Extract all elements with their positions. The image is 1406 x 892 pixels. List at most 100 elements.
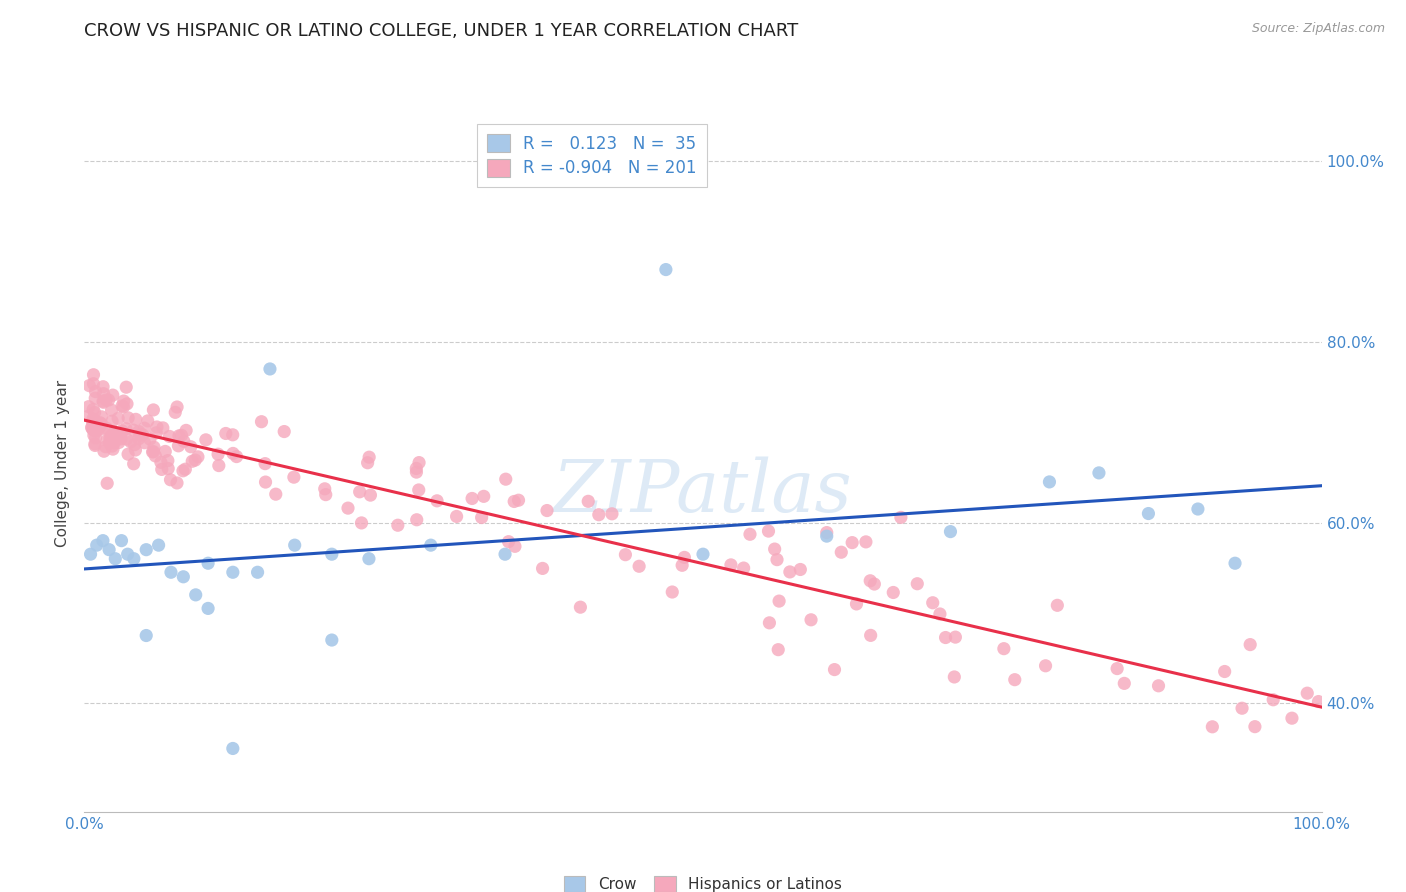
Point [156, 453, 179, 467]
Point [943, 670, 966, 684]
Point [1281, 711, 1303, 725]
Point [136, 414, 159, 428]
Point [197, 556, 219, 570]
Point [149, 455, 172, 469]
Point [115, 380, 138, 394]
Point [498, 534, 520, 549]
Point [1004, 673, 1026, 687]
Point [134, 435, 156, 450]
Point [77, 409, 100, 424]
Point [174, 462, 197, 476]
Point [125, 412, 148, 426]
Point [83, 413, 105, 427]
Point [259, 362, 281, 376]
Point [110, 533, 132, 548]
Point [184, 453, 207, 467]
Point [283, 470, 305, 484]
Point [124, 438, 146, 452]
Point [855, 534, 877, 549]
Point [117, 547, 139, 561]
Point [172, 464, 194, 478]
Point [800, 613, 823, 627]
Point [208, 458, 231, 473]
Point [159, 473, 181, 487]
Point [824, 663, 846, 677]
Point [1263, 692, 1285, 706]
Point [1137, 507, 1160, 521]
Point [101, 442, 124, 457]
Point [82, 376, 104, 391]
Point [91, 380, 114, 394]
Point [408, 456, 430, 470]
Point [139, 432, 162, 446]
Point [905, 576, 928, 591]
Point [142, 444, 165, 458]
Point [733, 561, 755, 575]
Point [84, 384, 107, 399]
Point [671, 558, 693, 573]
Point [155, 444, 177, 458]
Point [83, 423, 105, 437]
Point [101, 439, 124, 453]
Point [461, 491, 484, 506]
Point [142, 445, 165, 459]
Point [135, 542, 157, 557]
Point [110, 426, 132, 441]
Point [135, 628, 157, 642]
Point [145, 425, 167, 440]
Point [314, 482, 336, 496]
Point [815, 529, 838, 543]
Point [82, 412, 104, 426]
Point [254, 475, 277, 489]
Point [96, 421, 118, 435]
Point [426, 493, 449, 508]
Point [128, 425, 150, 439]
Point [111, 424, 134, 438]
Point [160, 566, 183, 580]
Y-axis label: College, Under 1 year: College, Under 1 year [55, 380, 70, 548]
Point [77, 400, 100, 414]
Point [768, 594, 790, 608]
Point [859, 628, 882, 642]
Point [84, 431, 107, 445]
Point [673, 550, 696, 565]
Text: Source: ZipAtlas.com: Source: ZipAtlas.com [1251, 22, 1385, 36]
Point [142, 403, 165, 417]
Point [254, 457, 277, 471]
Point [720, 558, 742, 572]
Point [503, 494, 526, 508]
Point [166, 475, 188, 490]
Point [94, 392, 117, 407]
Point [128, 432, 150, 446]
Point [98, 431, 121, 445]
Text: ZIPatlas: ZIPatlas [553, 457, 853, 527]
Point [1230, 701, 1253, 715]
Point [83, 423, 105, 437]
Point [494, 547, 516, 561]
Point [222, 741, 245, 756]
Point [890, 510, 912, 524]
Point [100, 429, 122, 443]
Point [90, 409, 112, 424]
Point [90, 422, 112, 436]
Point [145, 449, 167, 463]
Point [614, 548, 637, 562]
Point [122, 457, 145, 471]
Point [1038, 475, 1060, 489]
Point [80, 421, 103, 435]
Point [143, 440, 166, 454]
Point [207, 447, 229, 461]
Point [197, 601, 219, 615]
Point [929, 607, 952, 621]
Point [1201, 720, 1223, 734]
Point [1244, 720, 1267, 734]
Point [359, 450, 381, 465]
Point [83, 368, 105, 382]
Point [167, 439, 190, 453]
Point [357, 551, 380, 566]
Point [103, 427, 125, 442]
Point [103, 435, 125, 450]
Point [763, 542, 786, 557]
Point [181, 454, 204, 468]
Point [84, 391, 107, 405]
